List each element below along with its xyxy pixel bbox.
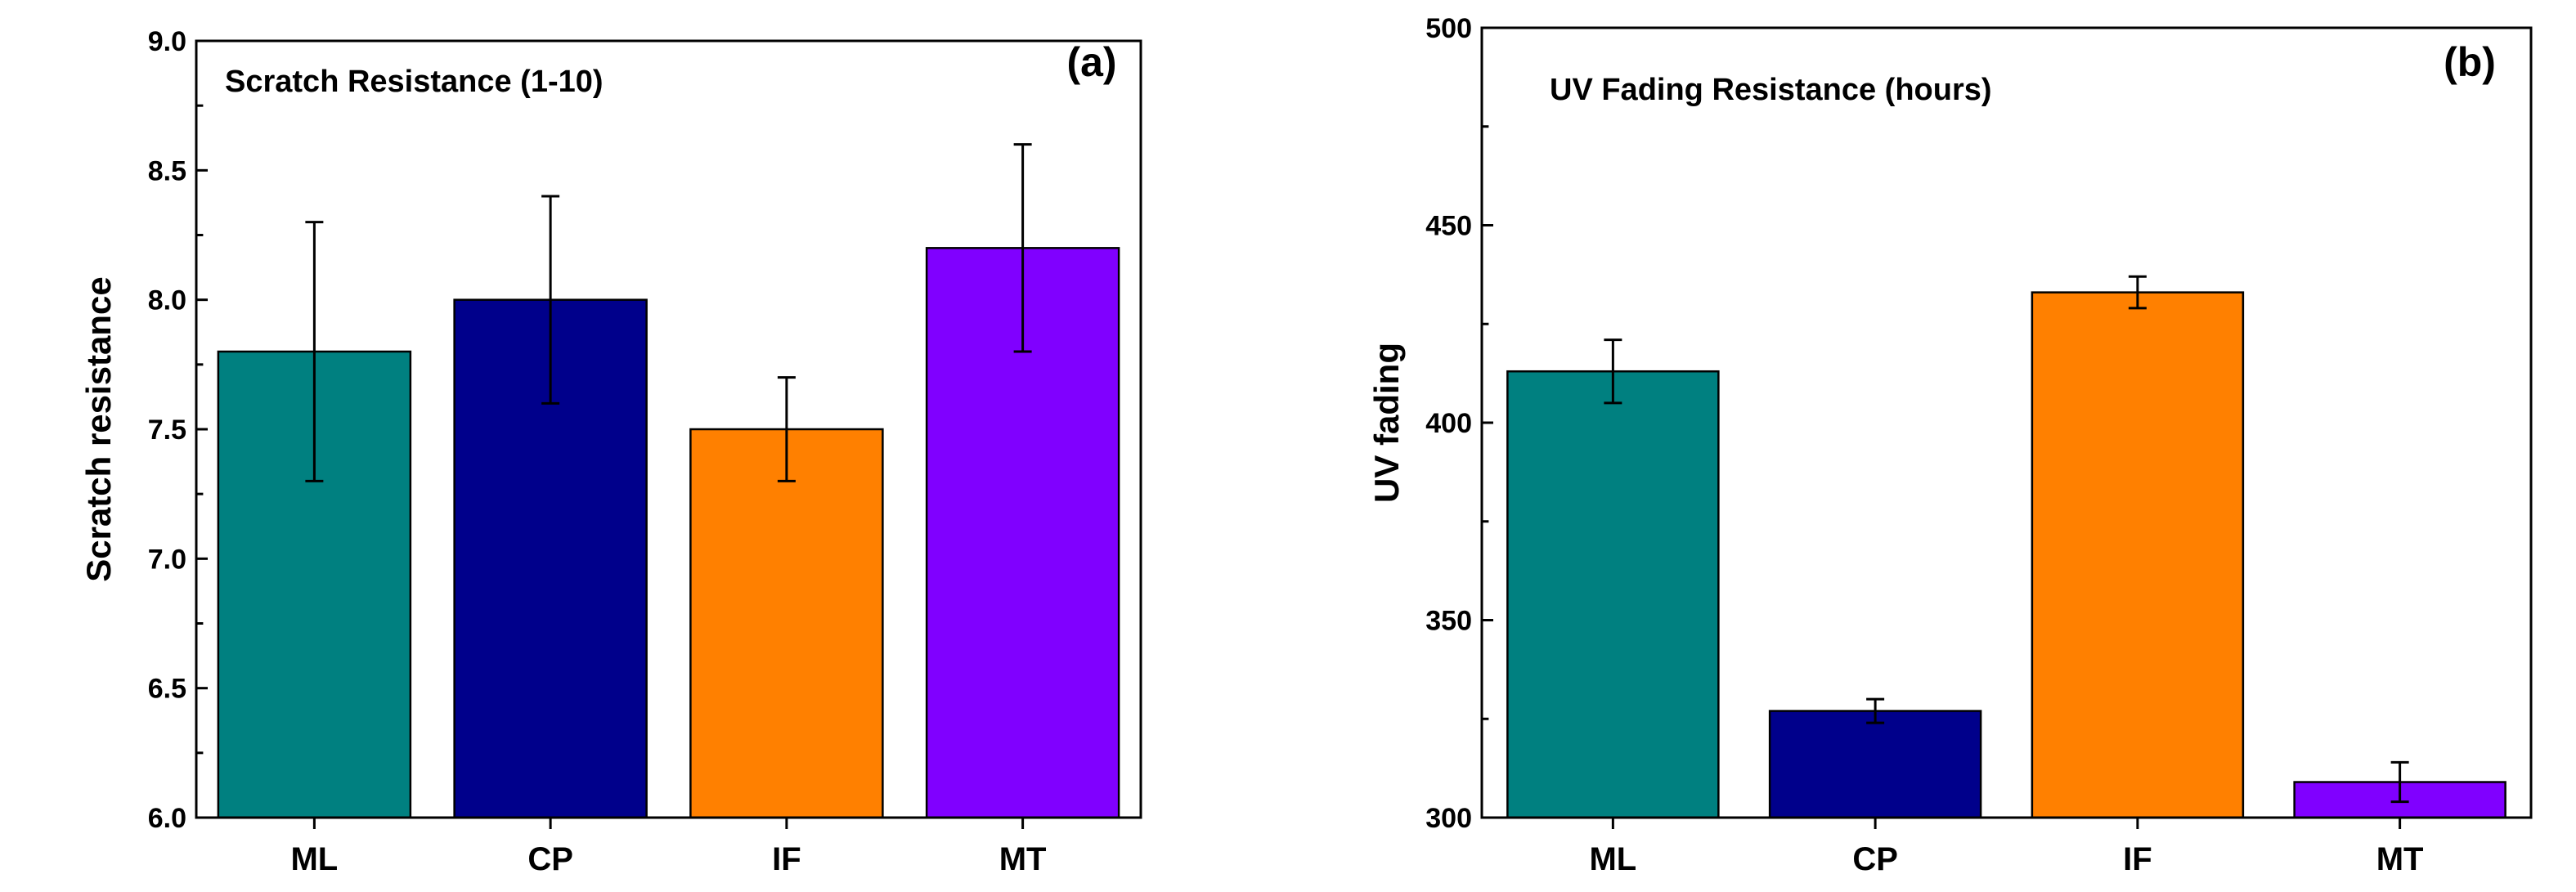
y-axis-title: Scratch resistance: [79, 276, 118, 582]
panel-a-scratch-resistance: 6.0 6.5 7.0 7.5 8.0 8.5 9.0 ML CP IF MT Scratch res…: [79, 26, 1142, 877]
y-tick-label: 300: [1425, 803, 1472, 834]
y-tick-label: 6.0: [148, 803, 186, 834]
bar-cp: [1768, 710, 1982, 819]
error-bar-ml: [305, 221, 324, 482]
chart-title: Scratch Resistance (1-10): [225, 65, 604, 99]
y-tick-label: 450: [1425, 211, 1472, 242]
panel-b-uv-fading: 300 350 400 450 500 ML CP IF MT UV fading UV Fadin…: [1367, 13, 2533, 877]
error-bar-mt: [2390, 760, 2409, 804]
x-tick-label-cp: CP: [527, 841, 573, 877]
x-tick-label-if: IF: [772, 841, 801, 877]
bar-if: [689, 428, 884, 819]
error-bar-cp: [1866, 697, 1885, 724]
x-tick-label-if: IF: [2123, 841, 2152, 877]
y-tick-label: 8.5: [148, 155, 186, 186]
x-tick-label-cp: CP: [1852, 841, 1898, 877]
y-tick-label: 400: [1425, 408, 1472, 439]
y-tick-label: 6.5: [148, 674, 186, 705]
error-bar-cp: [541, 195, 560, 405]
bar-ml: [1506, 370, 1720, 819]
x-tick-label-ml: ML: [290, 841, 338, 877]
y-tick-label: 8.0: [148, 285, 186, 316]
error-bar-mt: [1013, 143, 1032, 353]
y-tick-label: 7.5: [148, 415, 186, 446]
y-tick-label: 9.0: [148, 26, 186, 57]
x-tick-label-mt: MT: [999, 841, 1047, 877]
error-bar-if: [777, 376, 796, 482]
y-axis-title: UV fading: [1367, 343, 1406, 503]
panel-label: (a): [1066, 39, 1116, 85]
error-bar-if: [2128, 275, 2147, 310]
y-tick-label: 7.0: [148, 544, 186, 575]
y-tick-label: 500: [1425, 13, 1472, 44]
x-tick-label-mt: MT: [2376, 841, 2424, 877]
chart-title: UV Fading Resistance (hours): [1550, 73, 1992, 107]
y-tick-label: 350: [1425, 606, 1472, 637]
x-tick-label-ml: ML: [1589, 841, 1636, 877]
panel-label: (b): [2444, 39, 2496, 85]
bar-if: [2031, 291, 2245, 819]
error-bar-ml: [1604, 338, 1622, 405]
